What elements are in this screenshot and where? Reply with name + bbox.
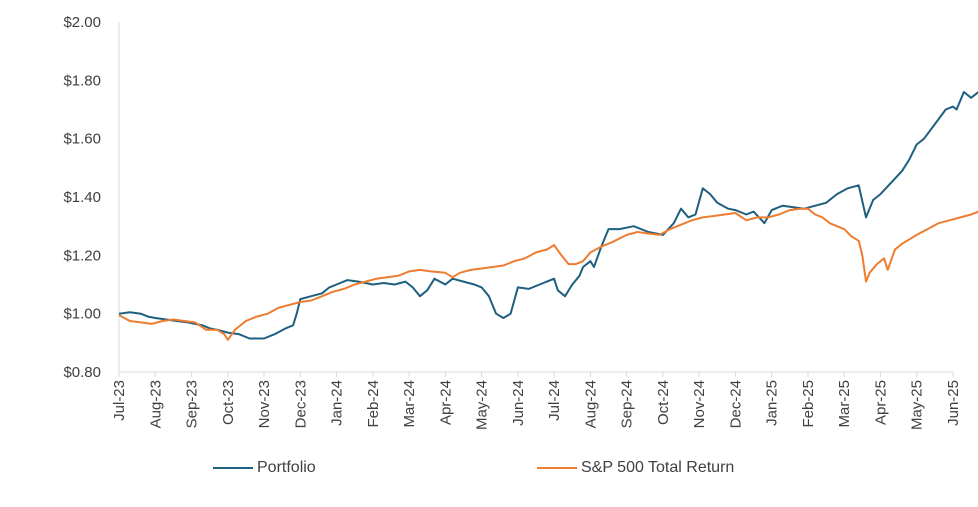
x-tick-label: Jun-25 <box>945 380 962 426</box>
x-tick-label: Dec-23 <box>292 380 309 428</box>
x-tick-label: Jun-24 <box>510 380 527 426</box>
x-tick-label: Mar-24 <box>401 380 418 428</box>
x-tick-label: Mar-25 <box>836 380 853 428</box>
y-tick-label: $1.20 <box>63 247 101 264</box>
x-tick-label: Oct-23 <box>220 380 237 425</box>
legend-swatch-portfolio <box>213 467 253 469</box>
legend-label-sp500: S&P 500 Total Return <box>581 459 735 476</box>
x-tick-label: Dec-24 <box>727 380 744 428</box>
y-tick-label: $2.00 <box>63 14 101 31</box>
y-tick-label: $1.40 <box>63 189 101 206</box>
x-tick-label: Apr-24 <box>437 380 454 425</box>
series-lines <box>118 91 978 341</box>
x-tick-label: Aug-24 <box>582 380 599 428</box>
x-tick-label: Jul-23 <box>111 380 128 421</box>
legend-item-portfolio: Portfolio <box>213 456 316 480</box>
x-tick-label: May-24 <box>474 380 491 430</box>
x-tick-label: Sep-24 <box>619 380 636 428</box>
x-tick-label: Nov-24 <box>691 380 708 428</box>
x-tick-label: Apr-25 <box>872 380 889 425</box>
x-tick-label: Nov-23 <box>256 380 273 428</box>
x-tick-label: Feb-24 <box>365 380 382 428</box>
x-tick-label: Aug-23 <box>147 380 164 428</box>
x-tick-label: Feb-25 <box>800 380 817 428</box>
x-tick-label: Sep-23 <box>184 380 201 428</box>
y-tick-label: $1.60 <box>63 131 101 148</box>
y-tick-label: $1.80 <box>63 72 101 89</box>
legend-item-sp500: S&P 500 Total Return <box>537 456 734 480</box>
x-tick-label: Jan-24 <box>329 380 346 426</box>
x-tick-label: Jul-24 <box>546 380 563 421</box>
y-axis-ticks: $0.80 $1.00 $1.20 $1.40 $1.60 $1.80 $2.00 <box>63 14 101 381</box>
x-axis-ticks: Jul-23 Aug-23 Sep-23 Oct-23 Nov-23 Dec-23 Jan-… <box>111 372 962 430</box>
series-line-sp500 <box>118 207 978 341</box>
series-line-portfolio <box>118 91 978 340</box>
legend-swatch-sp500 <box>537 467 577 469</box>
y-tick-label: $1.00 <box>63 306 101 323</box>
y-tick-label: $0.80 <box>63 364 101 381</box>
x-tick-label: Oct-24 <box>655 380 672 425</box>
x-tick-label: May-25 <box>909 380 926 430</box>
x-tick-label: Jan-25 <box>764 380 781 426</box>
legend-label-portfolio: Portfolio <box>257 459 316 476</box>
